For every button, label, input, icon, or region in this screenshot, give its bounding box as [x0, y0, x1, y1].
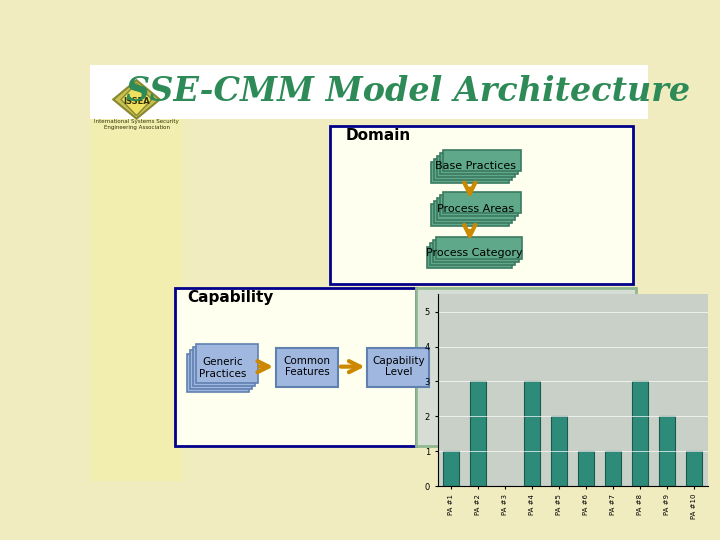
Text: Domain: Domain [346, 128, 411, 143]
Text: Common
Features: Common Features [284, 356, 330, 377]
FancyBboxPatch shape [431, 244, 516, 265]
Bar [660, 416, 675, 486]
Polygon shape [121, 83, 152, 116]
Text: Process Areas: Process Areas [437, 204, 515, 214]
FancyBboxPatch shape [444, 150, 521, 171]
Bar [90, 65, 183, 481]
FancyBboxPatch shape [433, 240, 518, 262]
FancyBboxPatch shape [436, 237, 522, 259]
Text: International Systems Security
Engineering Association: International Systems Security Engineeri… [94, 119, 179, 130]
Bar [443, 451, 459, 486]
FancyBboxPatch shape [431, 204, 508, 226]
Text: Base Practices: Base Practices [436, 161, 516, 171]
Polygon shape [113, 80, 160, 119]
FancyBboxPatch shape [431, 162, 508, 184]
FancyBboxPatch shape [276, 348, 338, 387]
Bar [552, 416, 567, 486]
Bar [686, 451, 702, 486]
Bar [470, 381, 487, 486]
FancyBboxPatch shape [193, 347, 255, 386]
Text: SSE-CMM Model Architecture: SSE-CMM Model Architecture [126, 75, 690, 108]
FancyBboxPatch shape [367, 348, 429, 387]
FancyBboxPatch shape [415, 288, 636, 446]
FancyBboxPatch shape [441, 195, 518, 217]
FancyBboxPatch shape [437, 156, 515, 177]
FancyBboxPatch shape [434, 159, 512, 180]
Bar [605, 451, 621, 486]
FancyBboxPatch shape [444, 192, 521, 213]
FancyBboxPatch shape [434, 201, 512, 222]
Text: Capability: Capability [187, 290, 274, 305]
Text: Capability
Level: Capability Level [372, 356, 425, 377]
Text: 19: 19 [615, 428, 632, 442]
FancyBboxPatch shape [330, 126, 632, 284]
FancyBboxPatch shape [196, 345, 258, 383]
Text: Process Category: Process Category [426, 248, 523, 258]
FancyBboxPatch shape [187, 354, 249, 392]
FancyBboxPatch shape [427, 247, 513, 268]
Text: Generic
Practices: Generic Practices [199, 357, 246, 379]
Text: ISSEA: ISSEA [123, 97, 150, 106]
Bar [578, 451, 594, 486]
Bar [632, 381, 648, 486]
FancyBboxPatch shape [437, 198, 515, 220]
FancyBboxPatch shape [190, 350, 252, 389]
FancyBboxPatch shape [175, 288, 415, 446]
Bar [524, 381, 540, 486]
Bar [90, 65, 648, 119]
FancyBboxPatch shape [441, 153, 518, 174]
